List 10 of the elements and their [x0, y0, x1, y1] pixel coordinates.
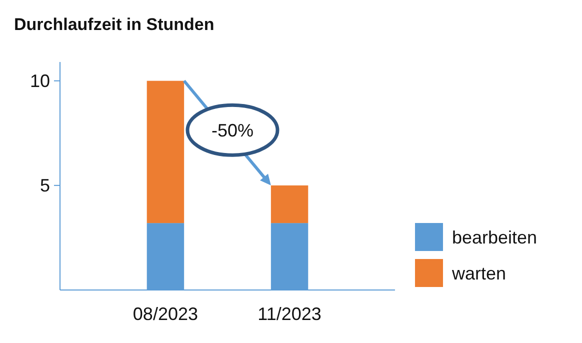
x-tick-label: 11/2023: [258, 304, 322, 324]
bar: [146, 80, 184, 224]
y-tick-label: 5: [40, 176, 50, 196]
legend-label: bearbeiten: [452, 227, 538, 248]
legend-label: warten: [451, 263, 506, 284]
chart-title: Durchlaufzeit in Stunden: [14, 15, 214, 34]
bar: [270, 185, 308, 224]
annotation: -50%: [211, 120, 254, 140]
x-tick-label: 08/2023: [132, 304, 198, 324]
y-tick-label: 10: [30, 71, 50, 92]
